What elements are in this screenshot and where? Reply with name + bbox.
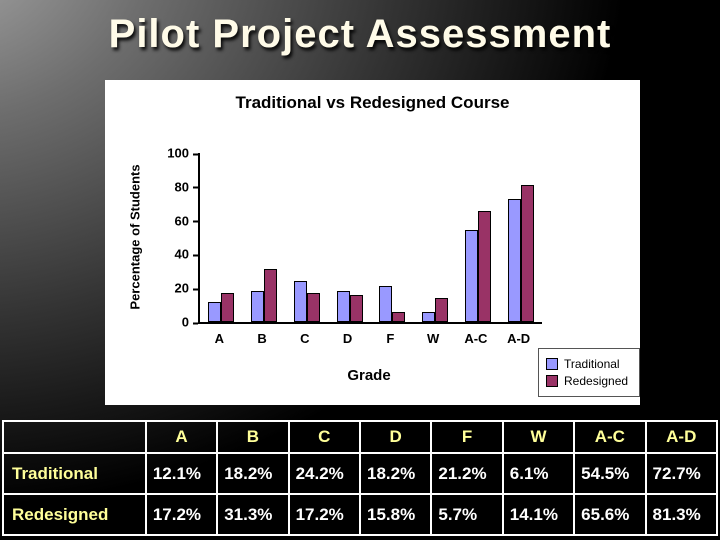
table-cell-traditional-F: 21.2%	[430, 452, 504, 495]
x-tick-label-A-C: A-C	[464, 331, 488, 346]
table-cell-redesigned-A-D: 81.3%	[644, 493, 719, 536]
y-tick-label-0: 0	[181, 314, 199, 330]
x-tick-label-B: B	[257, 331, 267, 346]
bar-redesigned-B	[264, 269, 278, 322]
table-cell-redesigned-A-C: 65.6%	[573, 493, 647, 536]
x-axis-title: Grade	[347, 367, 391, 384]
table-corner-cell	[2, 420, 147, 454]
table-cell-redesigned-B: 31.3%	[216, 493, 290, 536]
y-tick-label-60: 60	[174, 213, 199, 229]
bar-group-B	[243, 153, 286, 322]
x-tick-label-A: A	[214, 331, 225, 346]
table-cell-traditional-A: 12.1%	[144, 452, 219, 495]
table-row-redesigned: Redesigned 17.2% 31.3% 17.2% 15.8% 5.7% 14.1% 6…	[2, 493, 719, 536]
table-cell-redesigned-D: 15.8%	[358, 493, 433, 536]
table-cell-traditional-W: 6.1%	[501, 452, 576, 495]
plot-area	[198, 153, 542, 324]
table-cell-traditional-A-D: 72.7%	[644, 452, 719, 495]
bar-group-W	[414, 153, 457, 322]
bar-group-A-D	[499, 153, 542, 322]
x-tick-label-F: F	[386, 331, 395, 346]
bar-group-C	[286, 153, 329, 322]
table-row-label: Traditional	[2, 452, 147, 495]
grade-table-wrap: A B C D F W A-C A-D Traditional 12.1% 18.2% 24.2% 18…	[2, 420, 719, 536]
table-row-traditional: Traditional 12.1% 18.2% 24.2% 18.2% 21.2% 6.1%…	[2, 452, 719, 495]
table-cell-redesigned-C: 17.2%	[287, 493, 361, 536]
chart-title: Traditional vs Redesigned Course	[235, 93, 510, 112]
table-cell-traditional-D: 18.2%	[358, 452, 433, 495]
x-tick-label-C: C	[300, 331, 310, 346]
table-cell-redesigned-F: 5.7%	[430, 493, 504, 536]
bar-group-F	[371, 153, 414, 322]
table-header-W: W	[501, 420, 576, 454]
table-header-F: F	[430, 420, 504, 454]
x-tick-label-W: W	[426, 331, 440, 346]
table-header-A-D: A-D	[644, 420, 719, 454]
bar-group-A	[200, 153, 243, 322]
bar-group-D	[328, 153, 371, 322]
x-tick-label-D: D	[342, 331, 353, 346]
table-cell-redesigned-W: 14.1%	[501, 493, 576, 536]
bar-redesigned-A	[221, 292, 235, 322]
x-tick-labels: A B C D F W A-C A-D	[198, 331, 540, 346]
bar-group-A-C	[457, 153, 500, 322]
chart-box: Traditional vs Redesigned Course Percent…	[105, 80, 640, 405]
legend-item-redesigned: Redesigned	[546, 374, 632, 388]
legend-label: Redesigned	[564, 374, 629, 388]
bar-traditional-F	[379, 286, 393, 322]
y-tick-label-100: 100	[167, 145, 198, 161]
slide-title: Pilot Project Assessment	[108, 12, 612, 56]
y-axis-title: Percentage of Students	[127, 164, 143, 310]
bar-traditional-C	[293, 281, 307, 322]
legend-swatch-traditional	[546, 358, 558, 370]
y-tick-label-20: 20	[174, 280, 199, 296]
bar-traditional-A	[208, 301, 222, 322]
bar-redesigned-C	[306, 292, 320, 322]
bar-traditional-A-D	[507, 199, 521, 322]
grade-table: A B C D F W A-C A-D Traditional 12.1% 18.2% 24.2% 18…	[2, 420, 719, 536]
table-header-A: A	[144, 420, 219, 454]
table-header-D: D	[358, 420, 433, 454]
legend-item-traditional: Traditional	[546, 357, 632, 371]
table-row-label: Redesigned	[2, 493, 147, 536]
y-tick-label-40: 40	[174, 246, 199, 262]
table-cell-traditional-C: 24.2%	[287, 452, 361, 495]
legend-swatch-redesigned	[546, 375, 558, 387]
x-tick-label-A-D: A-D	[507, 331, 531, 346]
table-header-C: C	[287, 420, 361, 454]
bar-traditional-W	[422, 311, 436, 322]
y-tick-labels: 0 20 40 60 80 100	[149, 146, 199, 330]
bar-redesigned-D	[349, 295, 363, 322]
y-tick-label-80: 80	[174, 179, 199, 195]
bar-traditional-A-C	[464, 229, 478, 322]
legend-label: Traditional	[564, 357, 620, 371]
table-header-row: A B C D F W A-C A-D	[2, 420, 719, 454]
bar-redesigned-F	[392, 312, 406, 322]
bar-redesigned-W	[435, 298, 449, 322]
bar-redesigned-A-C	[477, 211, 491, 322]
table-header-B: B	[216, 420, 290, 454]
table-header-A-C: A-C	[573, 420, 647, 454]
table-cell-traditional-B: 18.2%	[216, 452, 290, 495]
bar-traditional-D	[336, 291, 350, 322]
chart-legend: Traditional Redesigned	[538, 348, 640, 397]
bar-traditional-B	[251, 291, 265, 322]
table-cell-redesigned-A: 17.2%	[144, 493, 219, 536]
table-cell-traditional-A-C: 54.5%	[573, 452, 647, 495]
bar-redesigned-A-D	[520, 184, 534, 322]
